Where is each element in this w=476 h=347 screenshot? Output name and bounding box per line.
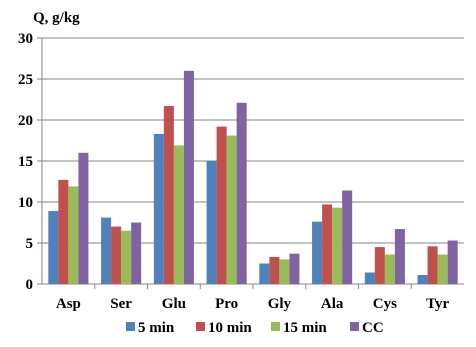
bar-pro-10-min [216, 126, 227, 284]
y-tick-label: 0 [26, 277, 34, 293]
bar-ala-10-min [322, 204, 333, 284]
bar-asp-10-min [58, 179, 69, 284]
y-tick-label: 25 [18, 72, 33, 88]
x-tick-label: Tyr [426, 296, 449, 312]
y-tick-label: 15 [18, 154, 33, 170]
x-tick-label: Asp [56, 296, 81, 312]
legend: 5 min 10 min 15 min CC [126, 320, 384, 336]
bar-cys-5-min [364, 272, 375, 284]
y-tick-label: 30 [18, 31, 33, 47]
bar-glu-5-min [153, 133, 164, 284]
legend-item: CC [350, 320, 384, 336]
legend-label: 10 min [208, 320, 252, 336]
legend-swatch [271, 322, 280, 331]
legend-label: 15 min [283, 320, 327, 336]
bar-gly-cc [289, 253, 300, 284]
legend-label: CC [362, 320, 384, 336]
bar-ser-cc [131, 222, 142, 284]
x-tick-label: Cys [373, 296, 397, 312]
legend-item: 10 min [196, 320, 252, 336]
bar-gly-5-min [259, 263, 270, 284]
x-tick-label: Gly [268, 296, 292, 312]
bar-pro-5-min [206, 161, 217, 284]
bar-tyr-10-min [427, 246, 438, 284]
bar-ala-cc [342, 190, 353, 284]
bar-ser-15-min [121, 230, 132, 284]
bar-gly-10-min [269, 256, 280, 284]
bar-cys-cc [394, 229, 405, 284]
x-tick-label: Pro [215, 296, 238, 312]
legend-label: 5 min [138, 320, 175, 336]
legend-swatch [126, 322, 135, 331]
bar-tyr-cc [447, 240, 458, 284]
bar-gly-15-min [279, 259, 290, 284]
legend-swatch [350, 322, 359, 331]
x-tick-label: Ser [110, 296, 132, 312]
bar-glu-cc [183, 70, 194, 284]
legend-item: 5 min [126, 320, 175, 336]
y-tick-label: 20 [18, 113, 33, 129]
bar-asp-15-min [68, 186, 79, 284]
x-tick-label: Glu [162, 296, 186, 312]
gridlines [42, 37, 464, 244]
legend-swatch [196, 322, 205, 331]
legend-item: 15 min [271, 320, 327, 336]
bar-pro-15-min [226, 135, 237, 284]
x-tick-label: Ala [321, 296, 344, 312]
bar-tyr-5-min [417, 274, 428, 284]
bar-glu-15-min [173, 145, 184, 284]
y-tick-label: 5 [26, 236, 34, 252]
y-tick-label: 10 [18, 195, 33, 211]
bar-ser-5-min [101, 217, 112, 284]
bar-pro-cc [236, 102, 247, 284]
bar-asp-5-min [48, 211, 59, 284]
bars [48, 70, 458, 284]
bar-cys-15-min [384, 254, 395, 284]
bar-ala-5-min [312, 221, 323, 284]
bar-asp-cc [78, 152, 89, 284]
tick-labels: 0 5 10 15 20 25 30 Asp Ser Glu Pro Gly Ala Cys Tyr [18, 31, 449, 312]
bar-tyr-15-min [437, 254, 448, 284]
bar-ala-15-min [332, 207, 343, 284]
y-axis-title: Q, g/kg [33, 10, 80, 26]
bar-ser-10-min [111, 226, 122, 284]
bar-cys-10-min [374, 247, 385, 284]
bar-glu-10-min [163, 106, 174, 284]
